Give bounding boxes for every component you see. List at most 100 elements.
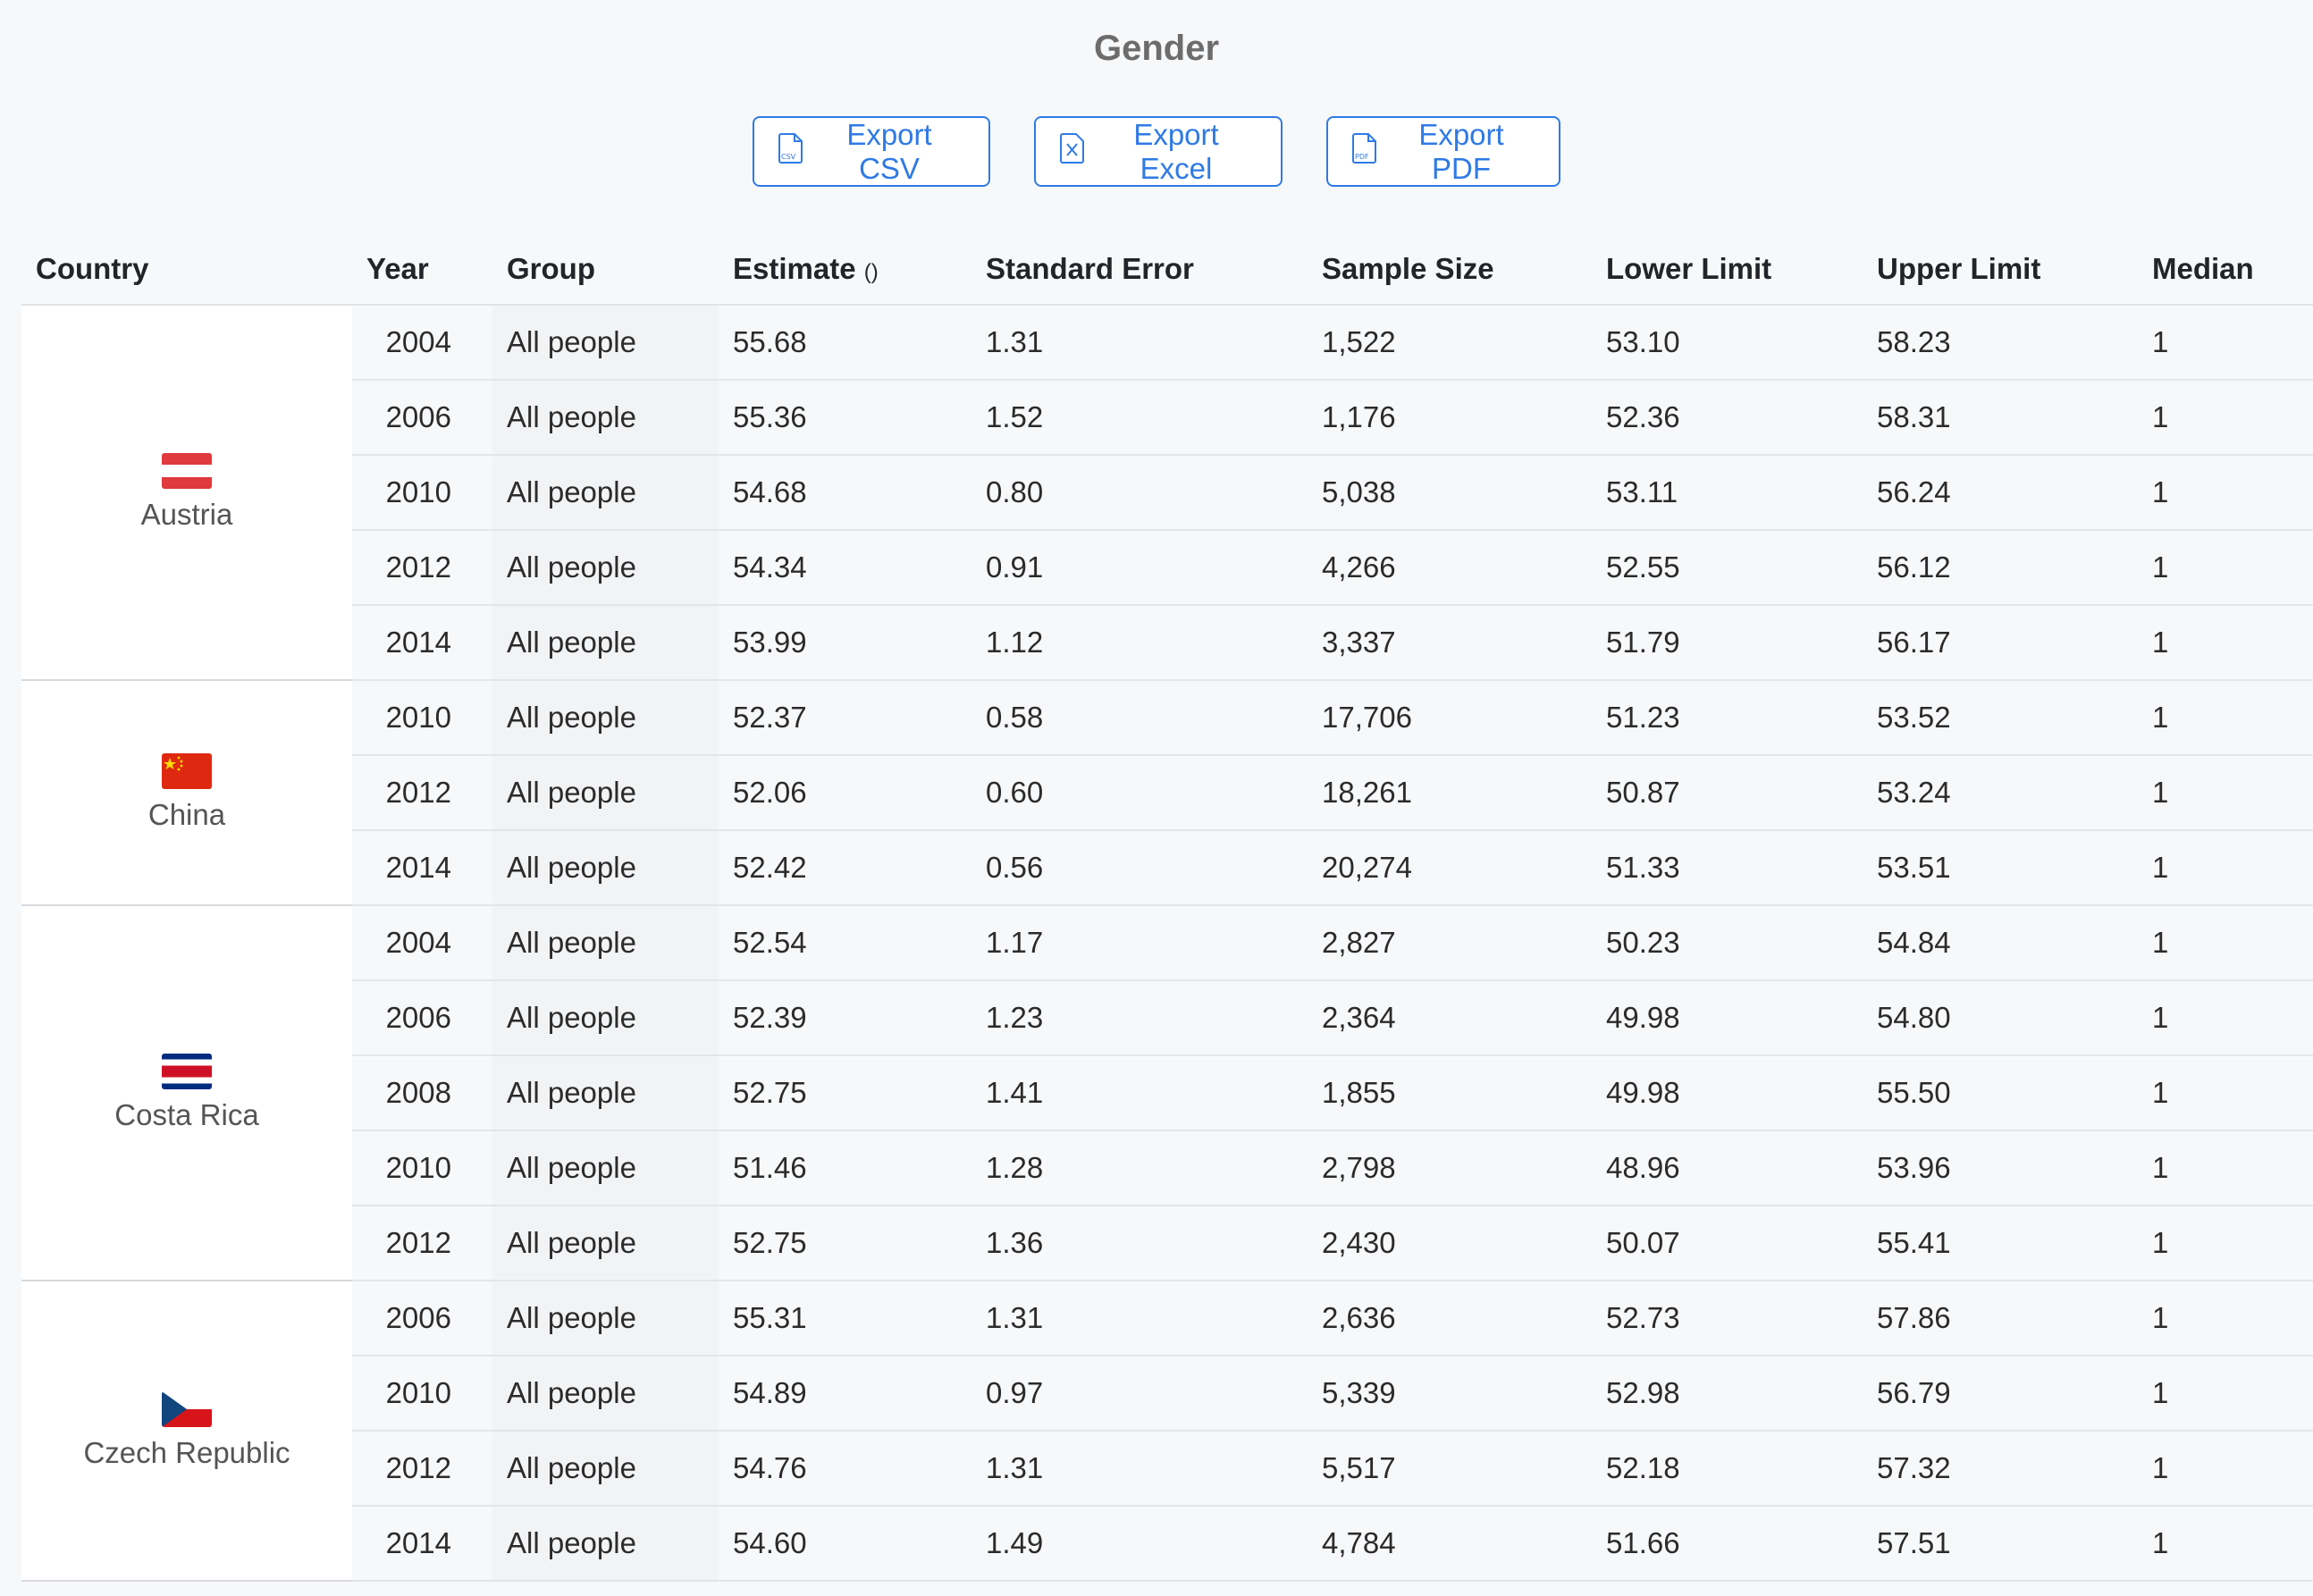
cell-estimate: 54.60 [719, 1506, 971, 1582]
cell-standard-error: 0.91 [971, 530, 1308, 606]
cell-lower-limit: 53.11 [1592, 455, 1863, 531]
cell-standard-error: 1.52 [971, 380, 1308, 456]
country-name: Austria [140, 498, 233, 531]
cell-upper-limit: 53.51 [1863, 830, 2138, 906]
cell-year: 2008 [352, 1055, 492, 1131]
cell-median: 1 [2138, 680, 2313, 756]
cell-year: 2006 [352, 1281, 492, 1357]
cell-year: 2004 [352, 305, 492, 381]
table-row: 2010 All people 54.89 0.97 5,339 52.98 56.79 1 [21, 1356, 2313, 1432]
cell-median: 1 [2138, 455, 2313, 531]
export-pdf-button[interactable]: PDF Export PDF [1326, 116, 1560, 187]
cell-upper-limit: 54.80 [1863, 980, 2138, 1056]
cell-standard-error: 1.41 [971, 1055, 1308, 1131]
column-header-year[interactable]: Year [352, 233, 492, 306]
country-name: China [147, 798, 226, 831]
cell-lower-limit: 53.10 [1592, 305, 1863, 381]
column-header-upper-limit[interactable]: Upper Limit [1863, 233, 2138, 306]
export-csv-button[interactable]: CSV Export CSV [753, 116, 990, 187]
column-header-estimate[interactable]: Estimate () [719, 233, 971, 306]
cell-median: 1 [2138, 755, 2313, 831]
estimate-header-label: Estimate [733, 251, 856, 285]
cell-estimate: 52.42 [719, 830, 971, 906]
cell-sample-size: 1,855 [1308, 1055, 1592, 1131]
cell-upper-limit: 56.79 [1863, 1356, 2138, 1432]
table-row: Austria 2004 All people 55.68 1.31 1,522 53.10… [21, 305, 2313, 681]
cell-lower-limit: 50.07 [1592, 1205, 1863, 1281]
country-cell: Costa Rica [21, 905, 352, 1281]
cell-sample-size: 5,038 [1308, 455, 1592, 531]
cell-median: 1 [2138, 1506, 2313, 1582]
cell-group: All people [492, 380, 719, 456]
cell-median: 1 [2138, 1205, 2313, 1281]
cell-group: All people [492, 455, 719, 531]
cell-sample-size: 2,636 [1308, 1281, 1592, 1357]
export-pdf-label: Export PDF [1418, 117, 1504, 185]
cell-group: All people [492, 1506, 719, 1582]
cell-lower-limit: 52.98 [1592, 1356, 1863, 1432]
cell-sample-size: 5,339 [1308, 1356, 1592, 1432]
cell-upper-limit: 53.52 [1863, 680, 2138, 756]
column-header-country[interactable]: Country [21, 233, 352, 306]
column-header-sample-size[interactable]: Sample Size [1308, 233, 1592, 306]
table-body: Austria 2004 All people 55.68 1.31 1,522 53.10… [21, 305, 2313, 1582]
csv-file-icon: CSV [776, 132, 806, 172]
cell-estimate: 54.68 [719, 455, 971, 531]
cell-standard-error: 1.12 [971, 605, 1308, 681]
cell-sample-size: 5,517 [1308, 1431, 1592, 1507]
cell-year: 2006 [352, 980, 492, 1056]
cell-year: 2010 [352, 680, 492, 756]
cell-median: 1 [2138, 380, 2313, 456]
cell-year: 2014 [352, 1506, 492, 1582]
cell-median: 1 [2138, 1055, 2313, 1131]
cell-lower-limit: 51.23 [1592, 680, 1863, 756]
cell-group: All people [492, 980, 719, 1056]
cell-estimate: 55.31 [719, 1281, 971, 1357]
cell-estimate: 54.34 [719, 530, 971, 606]
cell-lower-limit: 48.96 [1592, 1130, 1863, 1206]
cell-group: All people [492, 680, 719, 756]
table-row: 2014 All people 54.60 1.49 4,784 51.66 57.51 1 [21, 1506, 2313, 1582]
cell-year: 2004 [352, 905, 492, 981]
cell-estimate: 52.75 [719, 1205, 971, 1281]
column-header-median[interactable]: Median [2138, 233, 2313, 306]
cell-standard-error: 1.28 [971, 1130, 1308, 1206]
cell-upper-limit: 56.12 [1863, 530, 2138, 606]
cell-estimate: 55.36 [719, 380, 971, 456]
cell-upper-limit: 58.23 [1863, 305, 2138, 381]
cell-upper-limit: 57.32 [1863, 1431, 2138, 1507]
cell-sample-size: 20,274 [1308, 830, 1592, 906]
table-row: China 2010 All people 52.37 0.58 17,706 51.23 5… [21, 680, 2313, 906]
cell-lower-limit: 52.73 [1592, 1281, 1863, 1357]
cell-estimate: 52.06 [719, 755, 971, 831]
country-cell: China [21, 680, 352, 906]
cell-sample-size: 1,176 [1308, 380, 1592, 456]
cell-sample-size: 3,337 [1308, 605, 1592, 681]
column-header-group[interactable]: Group [492, 233, 719, 306]
cell-upper-limit: 58.31 [1863, 380, 2138, 456]
column-header-lower-limit[interactable]: Lower Limit [1592, 233, 1863, 306]
svg-text:CSV: CSV [781, 153, 796, 161]
country-cell: Austria [21, 305, 352, 681]
svg-text:PDF: PDF [1355, 153, 1369, 161]
cell-upper-limit: 53.24 [1863, 755, 2138, 831]
austria-flag-icon [21, 453, 352, 489]
cell-group: All people [492, 1130, 719, 1206]
column-header-standard-error[interactable]: Standard Error [971, 233, 1308, 306]
cell-group: All people [492, 1431, 719, 1507]
results-table: Country Year Group Estimate () Standard … [21, 233, 2313, 1582]
cell-estimate: 54.89 [719, 1356, 971, 1432]
cell-sample-size: 2,430 [1308, 1205, 1592, 1281]
cell-standard-error: 0.58 [971, 680, 1308, 756]
costa-rica-flag-icon [21, 1054, 352, 1089]
cell-standard-error: 1.36 [971, 1205, 1308, 1281]
table-header-row: Country Year Group Estimate () Standard … [21, 233, 2313, 306]
cell-estimate: 54.76 [719, 1431, 971, 1507]
table-row: 2012 All people 52.06 0.60 18,261 50.87 53.24 1 [21, 755, 2313, 831]
cell-sample-size: 1,522 [1308, 305, 1592, 381]
export-excel-button[interactable]: Export Excel [1034, 116, 1283, 187]
export-toolbar: CSV Export CSV Export Excel PDF Export P… [0, 116, 2313, 187]
table-row: 2006 All people 55.36 1.52 1,176 52.36 58.31 1 [21, 380, 2313, 456]
country-cell: Czech Republic [21, 1281, 352, 1582]
